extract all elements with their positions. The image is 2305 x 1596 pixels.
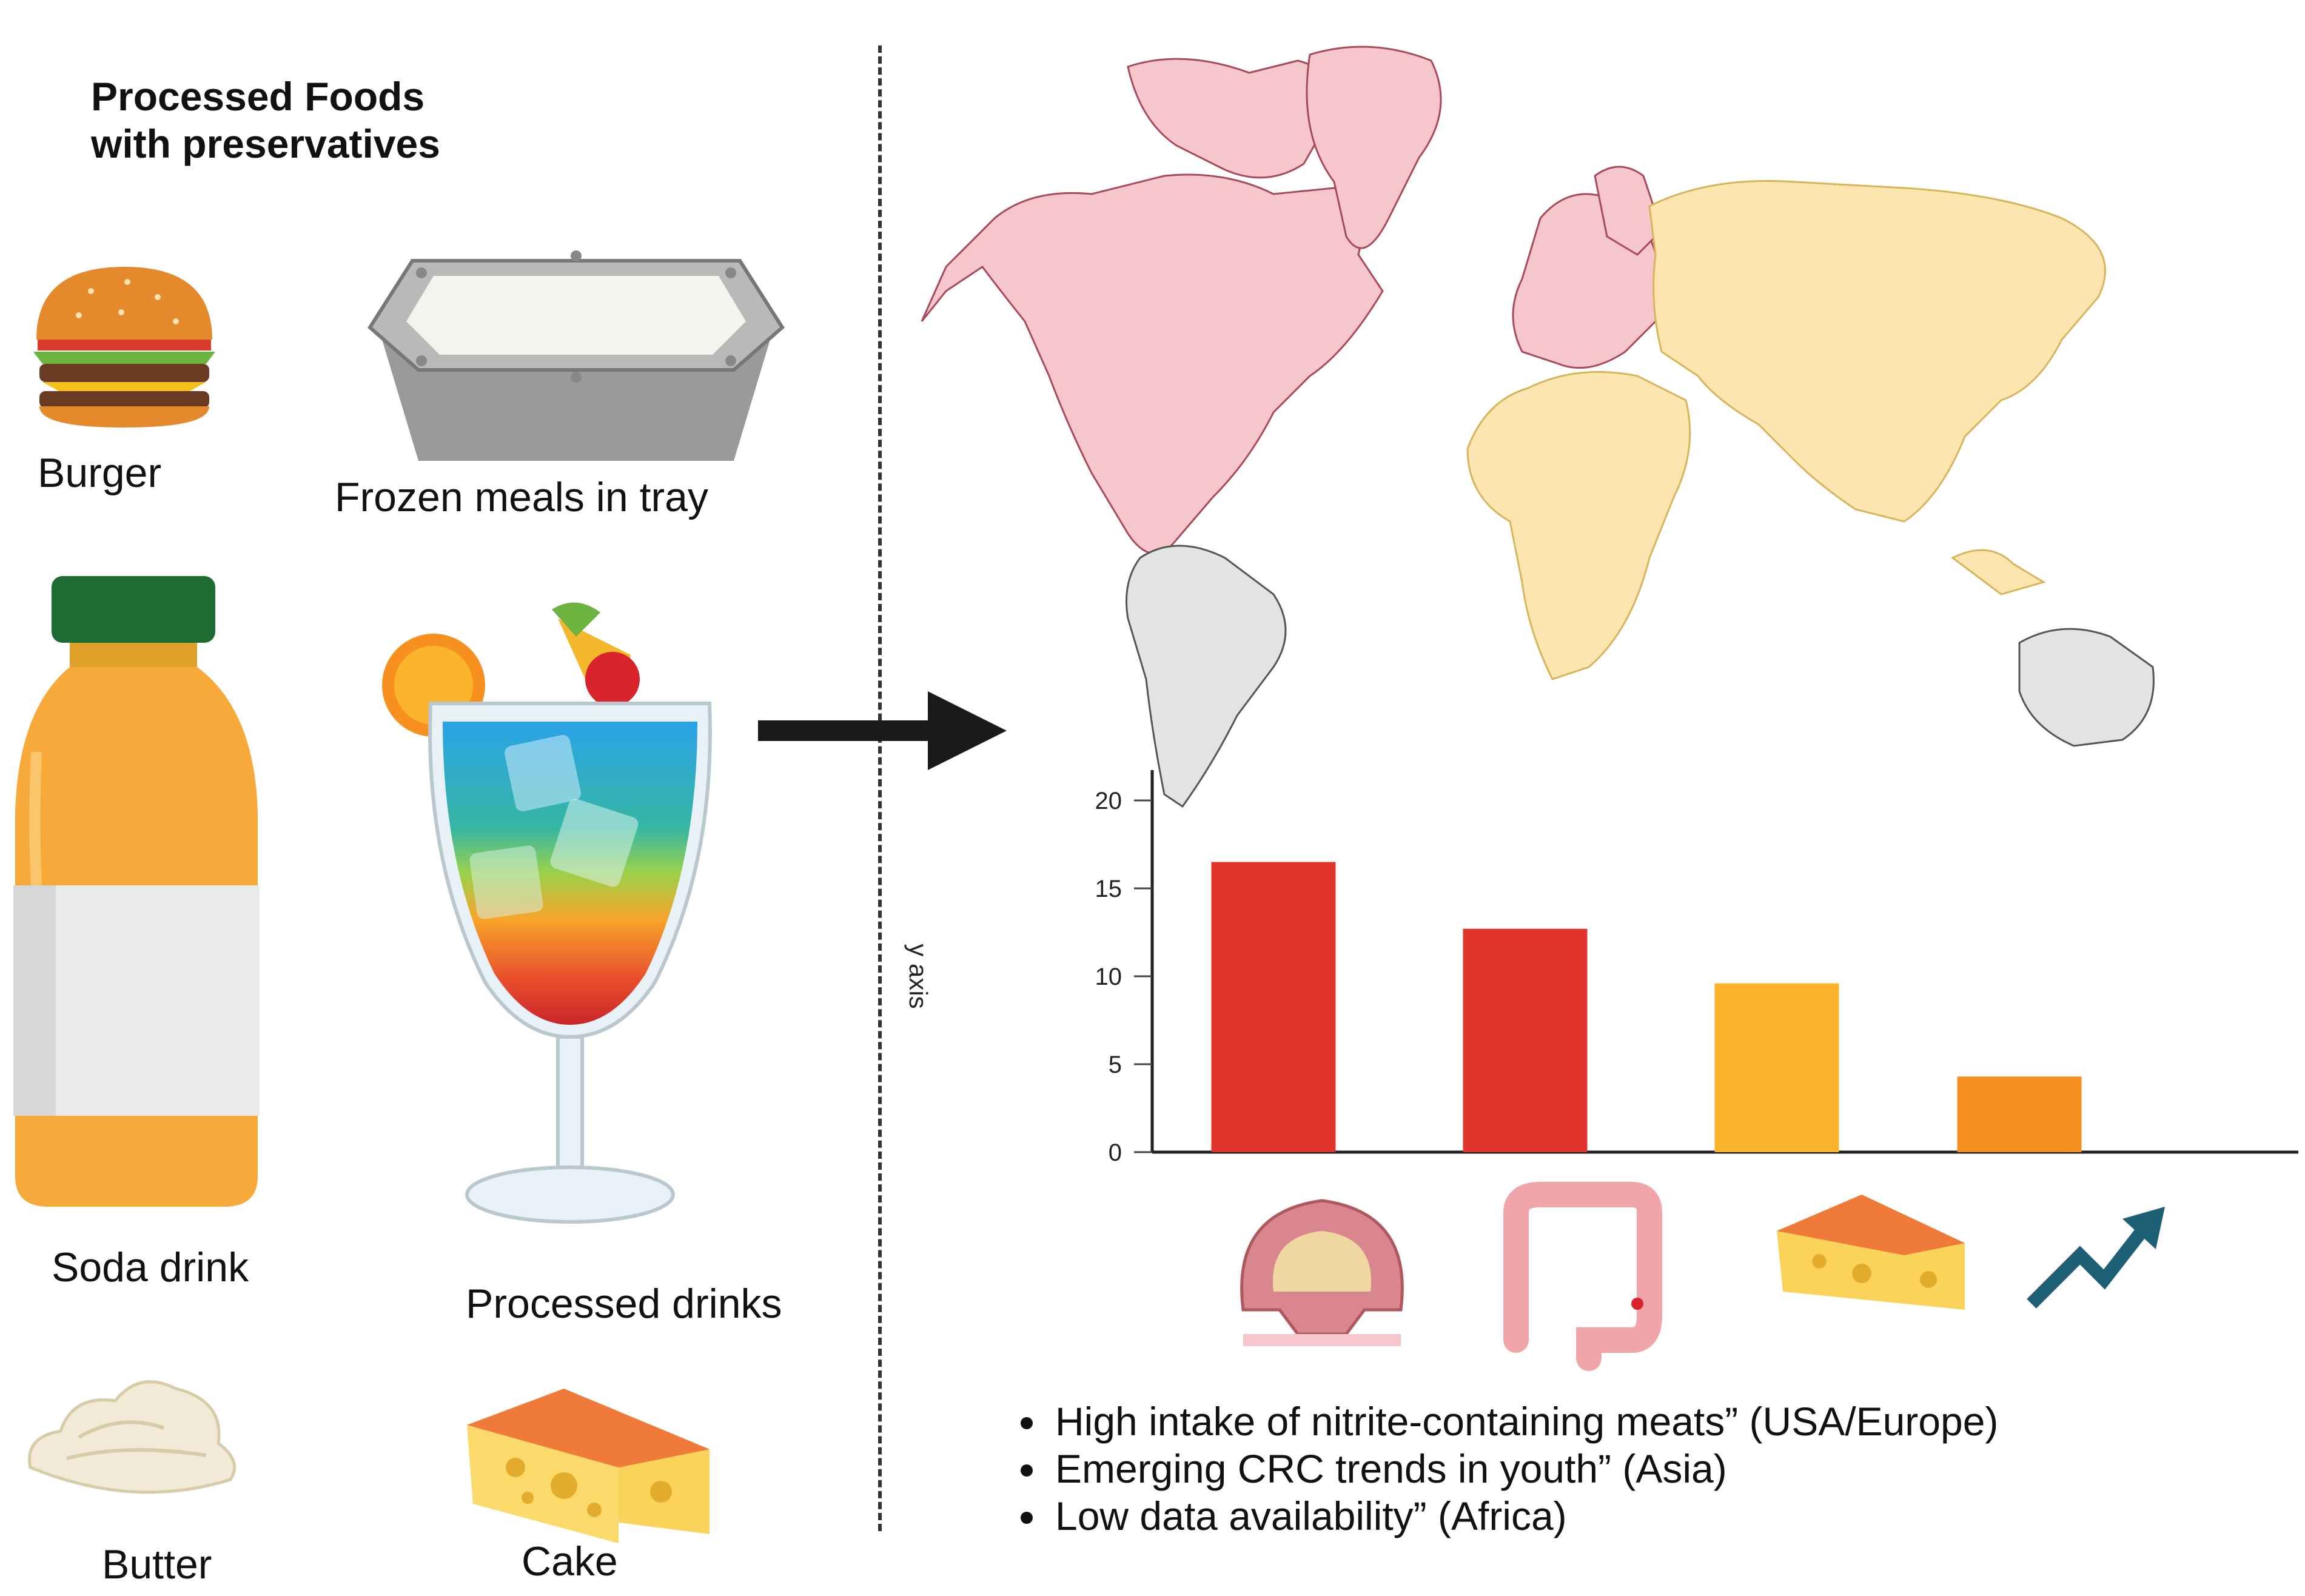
region-asia-africa — [1466, 179, 2106, 680]
world-map — [921, 45, 2155, 808]
cocktail-icon — [382, 602, 712, 1224]
bar-colon — [1463, 928, 1588, 1152]
burger-icon — [33, 267, 215, 428]
rising-trend-icon — [2027, 1207, 2165, 1309]
cake-label: Cake — [522, 1538, 618, 1584]
title-line-2: with preservatives — [91, 121, 440, 166]
title-line-1: Processed Foods — [91, 74, 425, 119]
soda-label: Soda drink — [52, 1244, 249, 1290]
colon-icon — [1503, 1182, 1662, 1371]
y-tick-label: 10 — [1095, 964, 1122, 990]
dashed-divider — [878, 45, 882, 1531]
finding-africa: Low data availability” (Africa) — [1049, 1492, 1998, 1540]
bar-rectal-cancer — [1211, 862, 1336, 1152]
page-title: Processed Foods with preservatives — [91, 73, 440, 167]
rectal-cancer-icon — [1240, 1199, 1404, 1346]
y-tick-label: 15 — [1095, 876, 1122, 902]
frozen-meals-label: Frozen meals in tray — [335, 474, 708, 520]
bar-rising-trend — [1957, 1076, 2082, 1152]
y-tick-label: 0 — [1109, 1139, 1122, 1166]
soda-bottle-icon — [13, 576, 260, 1207]
region-other — [1126, 545, 2155, 808]
y-axis-label: y axis — [904, 944, 933, 1008]
bar-cheese — [1714, 983, 1839, 1152]
frozen-tray-icon — [367, 250, 785, 461]
finding-usa-europe: High intake of nitrite-containing meats”… — [1049, 1398, 1998, 1445]
butter-icon — [28, 1380, 237, 1494]
findings-list: High intake of nitrite-containing meats”… — [995, 1398, 1998, 1540]
cake-icon — [467, 1389, 710, 1543]
y-tick-label: 5 — [1109, 1051, 1122, 1078]
processed-drinks-label: Processed drinks — [466, 1281, 782, 1327]
y-tick-label: 20 — [1095, 788, 1122, 814]
bar-chart: 0 5 10 15 20 y axis — [904, 770, 2298, 1371]
right-arrow-icon — [758, 691, 1007, 770]
region-americas-europe — [921, 45, 1663, 555]
butter-label: Butter — [102, 1541, 212, 1588]
chart-bars — [1211, 862, 2082, 1152]
finding-asia: Emerging CRC trends in youth” (Asia) — [1049, 1445, 1998, 1492]
cheese-icon — [1777, 1195, 1965, 1310]
burger-label: Burger — [38, 450, 162, 496]
